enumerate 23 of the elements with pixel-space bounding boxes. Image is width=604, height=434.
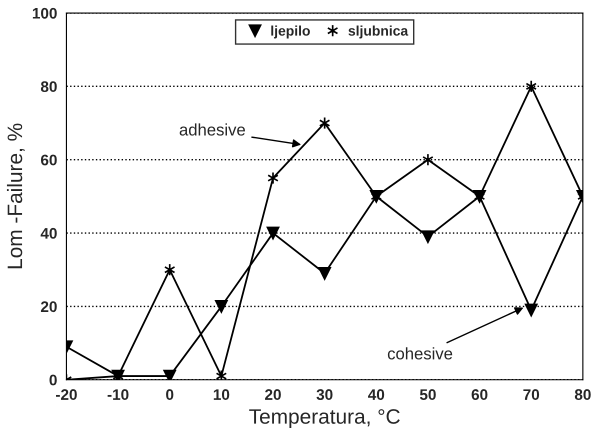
annotation: adhesive xyxy=(180,123,245,136)
x-tick-label: 50 xyxy=(420,389,436,400)
y-axis-title: Lom -Failure, % xyxy=(6,124,25,268)
x-axis-title: Temperatura, °C xyxy=(249,409,400,428)
x-tick-label: 80 xyxy=(574,389,591,400)
y-tick-label: 60 xyxy=(40,154,57,166)
x-tick-label: 10 xyxy=(214,389,230,400)
y-tick-label: 40 xyxy=(40,228,57,239)
x-tick-label: -20 xyxy=(56,389,77,400)
x-tick-label: -10 xyxy=(108,389,128,400)
y-tick-label: 0 xyxy=(50,374,57,386)
x-tick-label: 20 xyxy=(265,389,281,400)
legend-label: ljepilo xyxy=(271,26,310,38)
x-tick-label: 30 xyxy=(316,389,333,400)
y-tick-label: 20 xyxy=(40,301,57,312)
x-tick-label: 60 xyxy=(472,389,488,400)
x-tick-label: 40 xyxy=(368,389,384,400)
x-tick-label: 70 xyxy=(523,389,540,400)
y-tick-label: 80 xyxy=(40,81,57,92)
x-tick-label: 0 xyxy=(166,389,174,400)
legend-label: sljubnica xyxy=(348,26,408,38)
annotation: cohesive xyxy=(388,347,452,360)
y-tick-label: 100 xyxy=(32,8,57,19)
